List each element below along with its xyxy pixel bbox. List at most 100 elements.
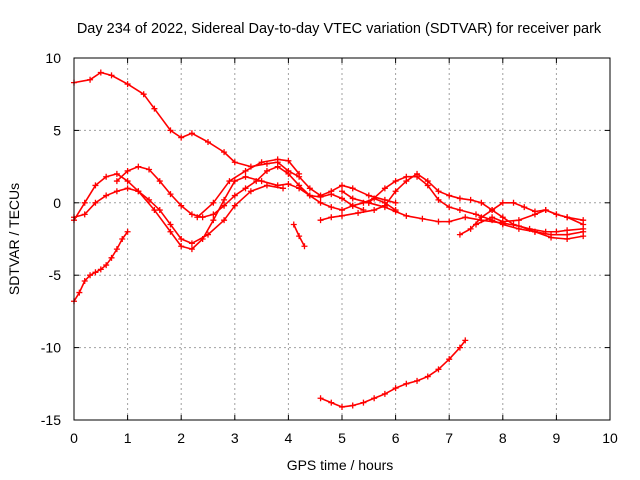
data-point [489,207,496,214]
data-point [296,182,303,189]
data-point [146,196,153,203]
data-point [124,167,131,174]
series-track-8 [317,337,469,410]
series-track-10 [365,173,587,238]
data-point [306,192,313,199]
data-point [435,366,442,373]
data-point [231,178,238,185]
data-point [258,159,265,166]
data-point [403,212,410,219]
series-line [73,71,397,204]
data-point [108,72,115,79]
data-point [167,221,174,228]
series-track-4 [113,163,399,221]
data-point [339,207,345,214]
x-tick-label: 3 [231,430,239,446]
data-point [435,218,442,225]
data-point [424,373,431,380]
chart-title: Day 234 of 2022, Sidereal Day-to-day VTE… [77,21,602,37]
data-point [317,194,324,201]
x-tick-label: 0 [70,430,78,446]
data-point [242,173,249,180]
plot-frame [73,57,611,421]
data-point [317,395,324,402]
data-point [146,166,153,173]
data-point [263,182,270,189]
data-point [167,127,174,134]
x-tick-label: 8 [499,430,507,446]
data-point [92,199,99,206]
data-point [135,163,142,170]
data-point [81,277,88,284]
data-point [113,188,120,195]
series-track-2 [71,170,367,253]
data-point [290,221,297,228]
data-point [76,289,83,296]
data-point [392,188,399,195]
data-point [371,395,378,402]
data-point [242,167,249,174]
y-tick-label: -10 [41,340,61,356]
data-point [489,214,496,221]
data-point [328,204,335,211]
data-point [97,266,104,273]
data-point [446,218,453,225]
y-axis-label: SDTVAR / TECUs [6,183,22,295]
data-point [349,402,356,409]
data-point [103,192,110,199]
data-point [392,178,399,185]
data-point [381,390,388,397]
data-point [553,211,560,218]
data-point [178,134,185,141]
data-point [478,199,485,206]
data-point [499,199,506,206]
data-point [435,196,442,203]
data-point [119,236,126,242]
data-point [151,207,158,214]
data-point [296,233,303,240]
data-point [339,403,345,410]
data-series [71,69,587,410]
data-point [156,178,163,185]
data-point [124,81,131,88]
data-point [392,208,399,215]
data-point [301,243,308,250]
data-point [515,217,522,224]
data-point [365,192,372,199]
series-track-3 [71,182,287,247]
data-point [419,215,426,222]
data-point [328,191,335,198]
data-point [381,204,388,211]
data-point [285,157,292,164]
data-point [205,138,211,145]
data-point [473,211,479,218]
data-point [499,218,506,225]
data-point [263,167,270,174]
data-point [414,377,421,384]
data-point [456,195,463,202]
data-point [456,207,463,214]
data-point [392,199,399,206]
data-point [113,170,120,177]
data-point [446,356,453,363]
data-point [140,91,147,98]
data-point [92,182,99,189]
data-point [510,199,517,206]
grid-lines [74,58,610,420]
data-point [231,192,238,199]
data-point [124,185,131,192]
data-point [392,385,399,392]
data-point [435,188,442,195]
data-point [247,188,254,195]
series-track-6 [194,156,303,221]
data-point [253,178,260,185]
data-point [226,178,233,185]
data-point [339,188,345,195]
data-point [381,185,388,192]
data-point [103,173,110,180]
data-point [87,76,94,83]
data-point [188,240,195,247]
data-point [542,207,549,214]
series-line [73,184,284,245]
data-point [97,69,104,76]
